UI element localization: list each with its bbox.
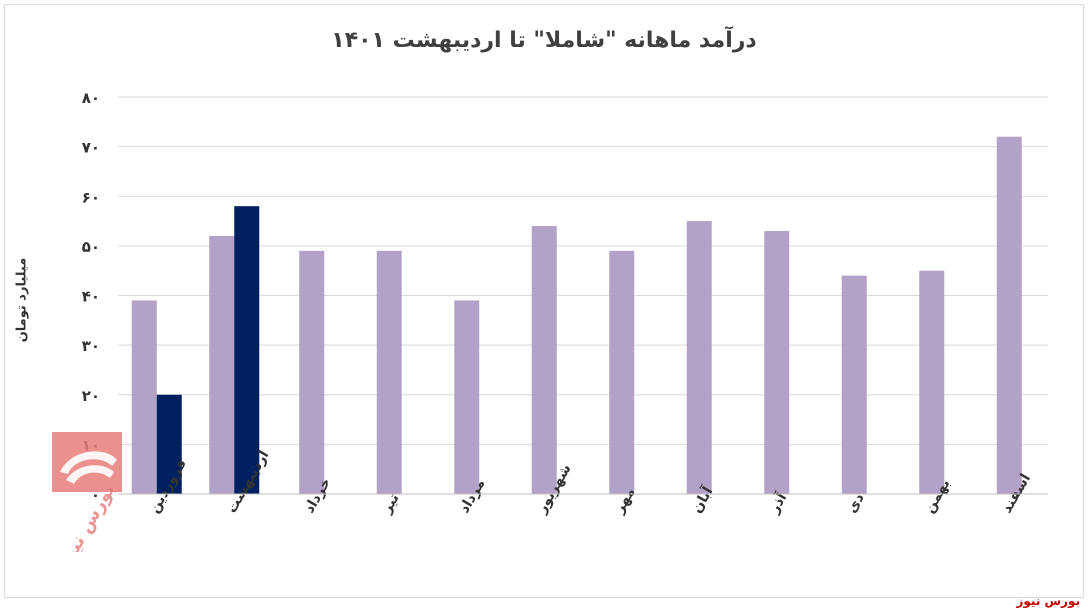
y-tick-label: ۰	[91, 486, 100, 504]
chart-title: درآمد ماهانه "شاملا" تا اردیبهشت ۱۴۰۱	[331, 28, 757, 53]
y-tick-label: ۴۰	[82, 288, 100, 306]
bar	[996, 136, 1022, 494]
bar	[764, 230, 790, 495]
bar	[299, 250, 325, 494]
bar	[209, 235, 235, 494]
y-tick-label: ۶۰	[82, 188, 100, 206]
bar	[841, 275, 867, 494]
footer-brand: بورس نیوز	[1016, 594, 1080, 608]
bar	[131, 300, 157, 494]
bar	[686, 221, 712, 494]
watermark-logo-icon: بورس نیوز	[52, 432, 122, 574]
x-tick-label: تیر	[378, 491, 402, 517]
bar	[919, 270, 945, 494]
bar	[156, 394, 182, 494]
bar	[376, 250, 402, 494]
y-tick-label: ۳۰	[82, 337, 100, 355]
y-tick-label: ۲۰	[82, 387, 100, 405]
bar	[454, 300, 480, 494]
bar	[234, 206, 260, 495]
y-tick-label: ۵۰	[82, 238, 100, 256]
bar	[531, 226, 557, 494]
y-tick-label: ۷۰	[82, 139, 100, 157]
watermark-logo: بورس نیوز	[52, 432, 122, 574]
bar	[609, 250, 635, 494]
y-tick-label: ۸۰	[82, 89, 100, 107]
